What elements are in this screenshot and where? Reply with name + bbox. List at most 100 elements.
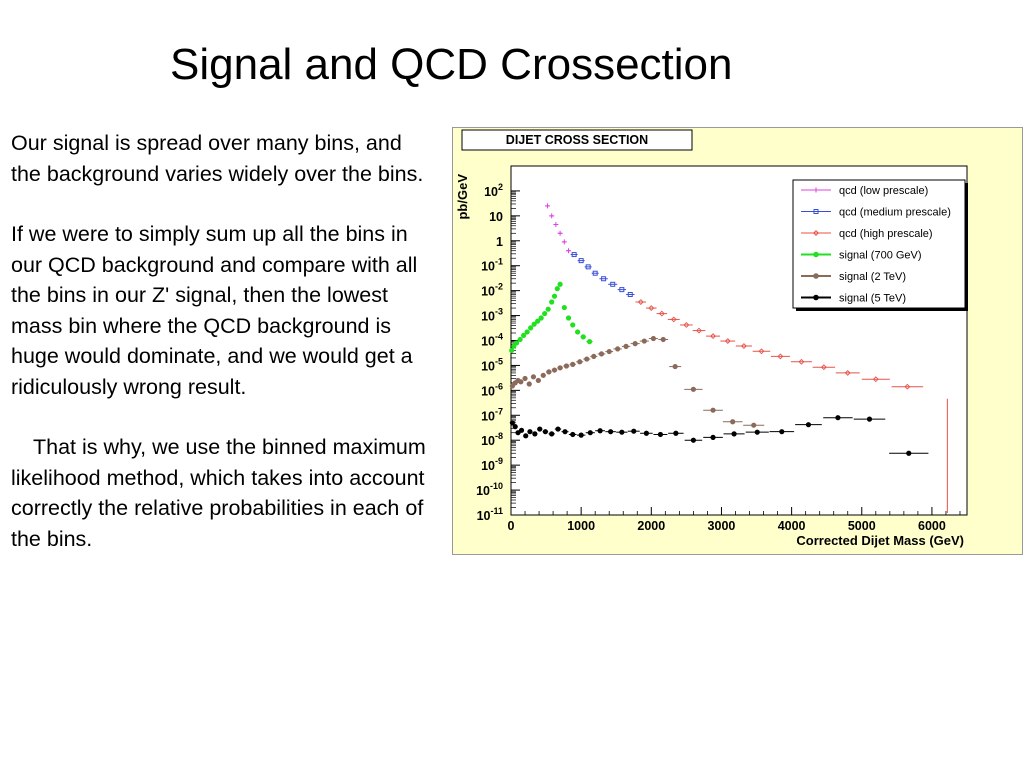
y-tick-label: 102	[484, 182, 503, 199]
x-tick-label: 0	[508, 519, 515, 533]
data-point	[532, 431, 538, 437]
data-point	[820, 364, 827, 371]
y-tick-label: 10-7	[481, 406, 503, 423]
data-point	[537, 426, 543, 432]
series-signal-2-tev-	[509, 335, 765, 428]
legend-marker	[813, 273, 819, 279]
data-point	[540, 372, 546, 378]
data-point	[601, 276, 607, 282]
data-point	[779, 429, 785, 435]
data-point	[562, 429, 568, 435]
data-point	[906, 450, 912, 456]
data-point	[754, 429, 760, 435]
data-point	[641, 338, 647, 344]
data-point	[557, 281, 563, 287]
x-tick-label: 2000	[637, 519, 665, 533]
data-point	[710, 407, 716, 413]
data-point	[631, 428, 637, 434]
x-tick-label: 5000	[848, 519, 876, 533]
y-tick-label: 10-1	[481, 257, 503, 274]
data-point	[522, 375, 528, 382]
chart-svg: DIJET CROSS SECTION 0 1000 2000 3000 4000 5000…	[455, 129, 968, 548]
data-point	[566, 248, 572, 254]
legend-label: qcd (high prescale)	[839, 228, 933, 240]
data-point	[584, 356, 590, 362]
chart-title-box	[461, 129, 693, 151]
data-point	[619, 287, 625, 293]
data-point	[575, 329, 581, 335]
y-tick-label: 10-6	[481, 381, 503, 398]
x-tick-label: 6000	[918, 519, 946, 533]
series-signal-700-gev-	[509, 281, 593, 354]
data-point	[527, 429, 533, 435]
data-point	[528, 325, 534, 331]
y-tick-label: 10	[489, 210, 503, 224]
data-point	[535, 318, 541, 324]
data-point	[904, 383, 911, 390]
data-point	[619, 429, 625, 435]
x-axis-label: Corrected Dijet Mass (GeV)	[796, 533, 964, 548]
data-point	[551, 293, 558, 299]
data-point	[517, 336, 523, 343]
data-point	[531, 321, 537, 327]
y-tick-label: 10-3	[481, 307, 503, 324]
data-point	[683, 322, 690, 328]
y-axis-label: pb/GeV	[455, 174, 470, 220]
data-point	[657, 431, 664, 438]
data-point	[526, 381, 532, 387]
series-qcd-low-prescale-	[544, 203, 572, 254]
data-point	[518, 427, 525, 433]
legend-label: qcd (medium prescale)	[839, 207, 951, 219]
data-point	[587, 430, 593, 436]
data-point	[571, 252, 577, 258]
y-tick-label: 10-9	[481, 456, 503, 473]
data-point	[577, 359, 583, 365]
slide-title: Signal and QCD Crossection	[170, 40, 733, 89]
data-point	[509, 347, 515, 354]
data-point	[542, 310, 548, 317]
series-signal-5-tev-	[509, 415, 929, 456]
data-point	[578, 258, 584, 264]
x-tick-label: 1000	[567, 519, 595, 533]
data-point	[555, 426, 561, 432]
data-point	[724, 338, 731, 344]
data-point	[557, 365, 563, 371]
data-point	[565, 315, 572, 321]
legend-label: signal (700 GeV)	[839, 250, 922, 262]
data-point	[627, 292, 633, 298]
data-point	[643, 430, 649, 436]
slide-body: Our signal is spread over many bins, and…	[11, 128, 436, 584]
data-point	[524, 329, 530, 335]
data-point	[731, 431, 737, 437]
x-tick-label: 4000	[778, 519, 806, 533]
data-point	[632, 341, 638, 347]
data-point	[570, 322, 576, 328]
data-point	[710, 434, 716, 440]
data-point	[696, 327, 702, 334]
data-point	[586, 339, 593, 345]
legend-label: qcd (low prescale)	[839, 185, 928, 197]
data-point	[608, 429, 614, 435]
data-point	[549, 431, 555, 437]
data-point	[545, 306, 551, 312]
data-point	[740, 343, 747, 349]
data-point	[650, 335, 657, 342]
data-point	[580, 334, 586, 340]
data-point	[553, 222, 559, 228]
paragraph-1: Our signal is spread over many bins, and…	[11, 131, 424, 186]
x-tick-label: 3000	[708, 519, 736, 533]
data-point	[648, 305, 655, 312]
data-point	[623, 343, 629, 349]
data-point	[514, 340, 520, 346]
y-tick-label: 10-2	[481, 282, 503, 299]
legend-marker	[812, 229, 820, 237]
y-tick-label: 10-5	[481, 356, 503, 373]
legend-marker	[813, 251, 819, 258]
data-point	[523, 433, 529, 439]
y-tick-label: 10-8	[481, 431, 503, 448]
data-point	[554, 286, 560, 292]
data-point	[598, 351, 605, 357]
data-point	[597, 428, 603, 434]
data-point	[563, 363, 570, 369]
data-point	[542, 429, 548, 435]
